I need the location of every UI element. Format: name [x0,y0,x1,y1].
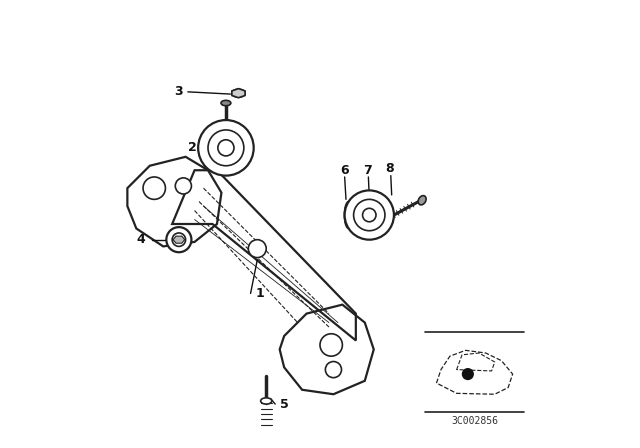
Circle shape [175,178,191,194]
Circle shape [248,240,266,258]
Text: 5: 5 [280,397,289,411]
Circle shape [320,334,342,356]
Text: 1: 1 [255,287,264,300]
Circle shape [218,140,234,156]
Circle shape [463,369,473,379]
Ellipse shape [260,398,272,404]
Text: 3: 3 [175,85,183,99]
Text: 3C002856: 3C002856 [451,416,498,426]
Polygon shape [232,89,245,98]
Circle shape [198,120,253,176]
Text: 7: 7 [363,164,371,177]
Text: 2: 2 [188,141,196,155]
Polygon shape [173,236,185,243]
Circle shape [208,130,244,166]
Ellipse shape [418,196,426,205]
Circle shape [344,190,394,240]
Text: 4: 4 [136,233,145,246]
Circle shape [143,177,165,199]
Circle shape [353,199,385,231]
Circle shape [166,227,191,252]
Circle shape [362,208,376,222]
Text: 6: 6 [340,164,349,177]
Circle shape [325,362,342,378]
Circle shape [172,233,186,246]
Ellipse shape [344,202,354,228]
Ellipse shape [221,100,231,106]
Text: 8: 8 [385,161,394,175]
Ellipse shape [232,89,245,97]
